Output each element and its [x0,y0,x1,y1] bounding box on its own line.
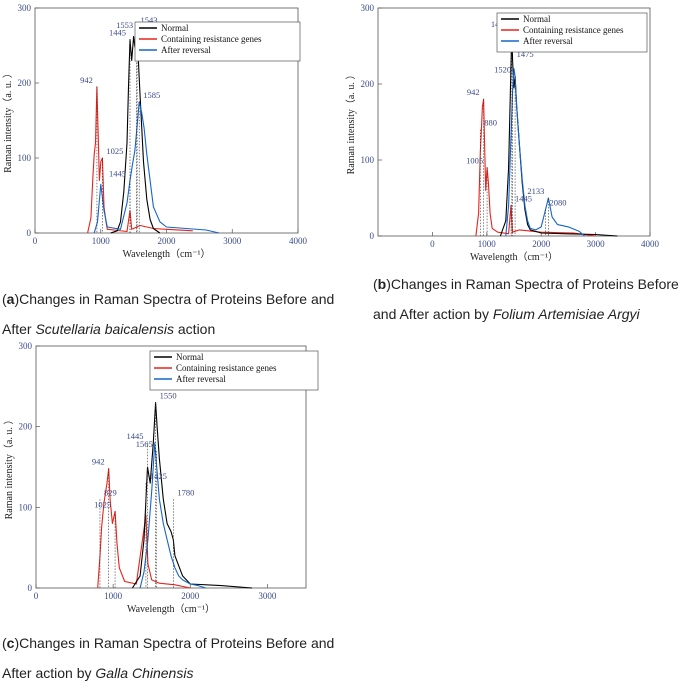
chart-a-xtick-label: 0 [33,236,38,246]
chart-b-legend-label: Normal [523,14,551,24]
chart-c-xtick-label: 0 [34,591,39,601]
chart-a-ytick-label: 200 [18,78,32,88]
chart-c-legend-label: Containing resistance genes [176,363,277,373]
chart-c-xtick-label: 3000 [258,591,277,601]
chart-b-xlabel: Wavelength（cm⁻¹） [470,251,558,263]
chart-a-series-line [87,86,193,234]
chart-b-annotation-label: 2080 [550,197,567,207]
chart-b-annotation-label: 1520 [494,64,511,74]
chart-c-series-line [97,468,191,589]
chart-a-annotation-label: 1445 [109,28,126,38]
chart-c-xtick-label: 2000 [181,591,200,601]
chart-b-ytick-label: 200 [361,79,375,89]
chart-b-legend-label: After reversal [523,36,573,46]
chart-b-series-line [475,98,596,237]
chart-a-annotation-label: 1445 [109,169,126,179]
chart-a-ytick-label: 100 [18,153,32,163]
chart-c-series-line [139,442,206,589]
caption-a-text: Changes in Raman Spectra of Proteins Bef… [2,291,335,337]
chart-a-ylabel: Raman intensity（a. u. ） [2,68,14,173]
chart-a-annotation-label: 1553 [116,20,133,30]
chart-b-frame [377,7,651,237]
chart-a-legend-label: After reversal [161,45,211,55]
chart-b-xtick-label: 0 [430,239,435,249]
chart-c-xlabel: Wavelength（cm⁻¹） [127,603,215,615]
chart-c-series-line [131,401,253,589]
caption-b: (b)Changes in Raman Spectra of Proteins … [373,276,679,322]
chart-c-annotation-label: 1025 [94,499,111,509]
chart-c-annotation-label: 829 [104,487,117,497]
chart-a-legend-box [134,21,301,62]
chart-a-annotation-label: 1025 [106,146,123,156]
chart-a-ytick-label: 0 [27,228,32,238]
chart-b-annotation-label: 942 [467,87,480,97]
chart-panel-b: 0 1000 2000 3000 4000 0 100 200 300 Wavelength（cm… [345,0,685,270]
chart-c-ylabel: Raman intensity（a. u. ） [3,415,15,520]
chart-a-xtick-label: 4000 [289,236,308,246]
chart-c-annotation-label: 942 [92,457,105,467]
chart-b-xtick-label: 1000 [478,239,497,249]
chart-c-annotation-label: 1565 [136,439,153,449]
chart-a-svg: 0 1000 2000 3000 4000 0 100 200 300 Wavelength（cm… [2,3,308,260]
chart-a-xtick-label: 3000 [223,236,242,246]
chart-b-annotation-label: 1005 [466,156,483,166]
chart-c-ytick-label: 100 [19,502,33,512]
chart-a-xtick-label: 1000 [92,236,111,246]
chart-b-ytick-label: 300 [361,3,375,13]
chart-c-ytick-label: 0 [28,583,33,593]
chart-a-ytick-label: 300 [18,3,32,13]
chart-b-annotation-label: 1475 [517,49,534,59]
caption-b-letter: b [377,276,387,292]
chart-a-annotation-label: 1585 [143,90,160,100]
chart-a-legend-label: Normal [161,23,189,33]
chart-c-frame [35,345,307,589]
caption-a-post: action [174,321,216,337]
caption-c-italic: Galla Chinensis [95,665,194,681]
caption-b-italic: Folium Artemisiae Argyi [492,306,640,322]
chart-c-xtick-label: 1000 [104,591,123,601]
chart-b-xtick-label: 2000 [532,239,551,249]
chart-b-ytick-label: 100 [361,155,375,165]
caption-c-letter: c [6,635,15,651]
chart-panel-c: 0 1000 2000 3000 0 100 200 300 Wavelength（cm⁻¹） R… [0,338,330,618]
chart-b-svg: 0 1000 2000 3000 4000 0 100 200 300 Wavelength（cm… [345,3,660,263]
chart-c-annotation-label: 1425 [150,471,167,481]
chart-c-annotation-label: 1780 [177,487,194,497]
chart-c-ytick-label: 300 [19,341,33,351]
chart-b-ylabel: Raman intensity（a. u. ） [345,70,357,175]
chart-b-annotation-label: 880 [484,118,497,128]
chart-panel-a: 0 1000 2000 3000 4000 0 100 200 300 Wavelength（cm… [0,0,330,270]
chart-b-legend-box [496,12,648,53]
chart-c-legend-box [149,350,319,391]
caption-a: (a)Changes in Raman Spectra of Proteins … [2,291,335,337]
caption-c-text: Changes in Raman Spectra of Proteins Bef… [2,635,335,681]
chart-b-annotation-label: 1445 [515,194,532,204]
caption-b-text: Changes in Raman Spectra of Proteins Bef… [373,276,679,322]
chart-b-xtick-label: 4000 [641,239,660,249]
chart-c-legend-label: After reversal [176,374,226,384]
caption-a-letter: a [6,291,15,307]
chart-a-annotation-label: 942 [80,75,93,85]
chart-a-xlabel: Wavelength（cm⁻¹） [122,248,210,260]
chart-a-xtick-label: 2000 [158,236,177,246]
chart-a-legend-label: Containing resistance genes [161,34,262,44]
chart-c-annotation-label: 1550 [160,390,177,400]
caption-c: (c)Changes in Raman Spectra of Proteins … [2,635,335,681]
chart-c-legend-label: Normal [176,352,204,362]
chart-b-annotation-label: 2133 [527,186,544,196]
chart-c-ytick-label: 200 [19,422,33,432]
chart-c-annotation-label: 1445 [126,431,143,441]
chart-c-svg: 0 1000 2000 3000 0 100 200 300 Wavelength（cm⁻¹） R… [3,341,319,615]
caption-a-italic: Scutellaria baicalensis [35,321,174,337]
chart-a-series-line [93,101,220,234]
chart-a-annotation-label: 1543 [140,15,157,25]
chart-b-series-line [505,68,586,237]
chart-b-xtick-label: 3000 [587,239,606,249]
chart-b-legend-label: Containing resistance genes [523,25,624,35]
chart-b-ytick-label: 0 [370,231,375,241]
